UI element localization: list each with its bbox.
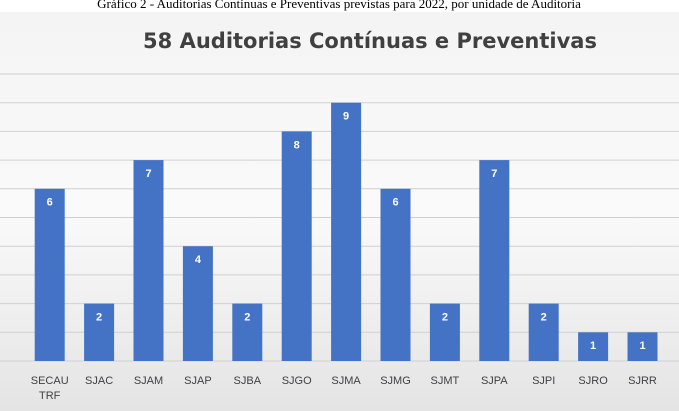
value-label: 2 [244, 312, 250, 324]
x-tick-label-line: SECAU [31, 375, 69, 387]
bar [331, 102, 362, 361]
x-tick-label: SJAP [184, 375, 212, 387]
x-tick-label: SJMA [331, 375, 361, 387]
bar [627, 332, 658, 361]
bar [84, 303, 115, 361]
bar [182, 246, 213, 361]
value-label: 2 [96, 312, 102, 324]
bar [479, 160, 510, 361]
bar [528, 303, 559, 361]
value-label: 7 [145, 168, 151, 180]
value-label: 6 [392, 197, 398, 209]
x-tick-label: SJPA [481, 375, 508, 387]
x-tick-label: SJPI [532, 375, 555, 387]
value-label: 9 [343, 111, 349, 123]
value-label: 6 [47, 197, 53, 209]
value-label: 2 [442, 312, 448, 324]
bar [429, 303, 460, 361]
value-label: 8 [294, 139, 300, 151]
bar [281, 131, 312, 361]
x-tick-label: SJRR [628, 375, 657, 387]
x-tick-label: SJBA [234, 375, 262, 387]
bar [133, 160, 164, 361]
x-tick-label: SJMT [431, 375, 460, 387]
x-tick-label-line: TRF [39, 390, 61, 402]
x-tick-label: SJMG [380, 375, 411, 387]
chart-title: 58 Auditorias Contínuas e Preventivas [143, 29, 597, 53]
value-label: 7 [491, 168, 497, 180]
value-label: 1 [639, 340, 645, 352]
value-label: 2 [541, 312, 547, 324]
bar [34, 188, 65, 361]
caption: Gráfico 2 - Auditorias Contínuas e Preve… [97, 0, 581, 11]
x-tick-label: SECAU TRF [31, 375, 69, 402]
bar [380, 188, 411, 361]
value-label: 4 [195, 254, 202, 266]
x-tick-label: SJAM [134, 375, 163, 387]
bar [232, 303, 263, 361]
value-label: 1 [590, 340, 596, 352]
bar [578, 332, 609, 361]
x-tick-label: SJGO [282, 375, 312, 387]
x-tick-label: SJRO [578, 375, 608, 387]
x-tick-label: SJAC [85, 375, 113, 387]
